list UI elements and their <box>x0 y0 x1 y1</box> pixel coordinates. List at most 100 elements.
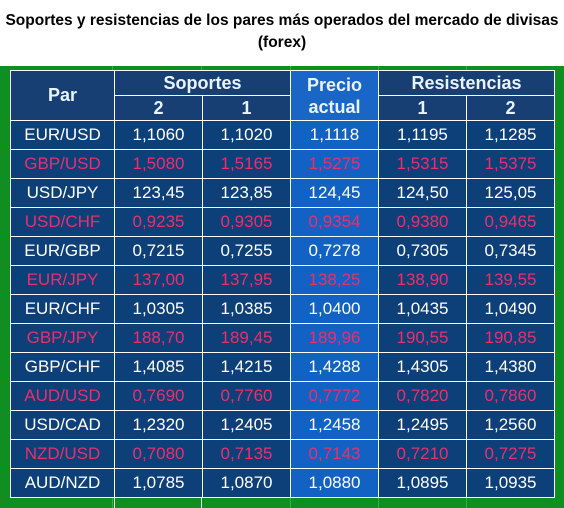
table-row: USD/JPY 123,45 123,85 124,45 124,50 125,… <box>10 178 556 208</box>
price-cell: 1,2458 <box>290 410 380 440</box>
resistencia-1-cell: 1,0895 <box>378 468 468 498</box>
table-row: USD/CHF 0,9235 0,9305 0,9354 0,9380 0,94… <box>10 207 556 237</box>
price-cell: 1,0880 <box>290 468 380 498</box>
soporte-2-cell: 1,1060 <box>114 120 203 150</box>
table-row: GBP/JPY 188,70 189,45 189,96 190,55 190,… <box>10 323 556 353</box>
soporte-2-cell: 123,45 <box>114 178 203 208</box>
pair-cell: USD/CAD <box>10 410 115 440</box>
resistencia-2-cell: 190,85 <box>466 323 556 353</box>
resistencia-2-cell: 139,55 <box>466 265 556 295</box>
resistencia-1-cell: 190,55 <box>378 323 468 353</box>
price-cell: 138,25 <box>290 265 380 295</box>
price-cell: 1,1118 <box>290 120 380 150</box>
table-row: NZD/USD 0,7080 0,7135 0,7143 0,7210 0,72… <box>10 439 556 469</box>
soporte-1-cell: 0,7255 <box>201 236 292 266</box>
header-par: Par <box>10 70 115 121</box>
soporte-1-cell: 0,7135 <box>201 439 292 469</box>
price-cell: 1,0400 <box>290 294 380 324</box>
pair-cell: USD/CHF <box>10 207 115 237</box>
header-resistencias: Resistencias <box>378 70 556 96</box>
header-soporte-2: 2 <box>114 95 203 121</box>
resistencia-2-cell: 125,05 <box>466 178 556 208</box>
forex-table: Par Soportes Precio actual Resistencias … <box>10 70 556 498</box>
price-cell: 0,7143 <box>290 439 380 469</box>
soporte-2-cell: 1,0785 <box>114 468 203 498</box>
price-cell: 0,9354 <box>290 207 380 237</box>
soporte-2-cell: 0,7215 <box>114 236 203 266</box>
resistencia-1-cell: 1,1195 <box>378 120 468 150</box>
price-cell: 0,7772 <box>290 381 380 411</box>
soporte-2-cell: 0,7690 <box>114 381 203 411</box>
pair-cell: GBP/USD <box>10 149 115 179</box>
price-cell: 189,96 <box>290 323 380 353</box>
price-cell: 1,5275 <box>290 149 380 179</box>
resistencia-1-cell: 1,4305 <box>378 352 468 382</box>
pair-cell: GBP/CHF <box>10 352 115 382</box>
soporte-1-cell: 189,45 <box>201 323 292 353</box>
resistencia-1-cell: 0,7210 <box>378 439 468 469</box>
resistencia-1-cell: 1,0435 <box>378 294 468 324</box>
table-row: GBP/USD 1,5080 1,5165 1,5275 1,5315 1,53… <box>10 149 556 179</box>
price-cell: 0,7278 <box>290 236 380 266</box>
pair-cell: EUR/GBP <box>10 236 115 266</box>
resistencia-2-cell: 0,7860 <box>466 381 556 411</box>
resistencia-2-cell: 1,0490 <box>466 294 556 324</box>
soporte-1-cell: 123,85 <box>201 178 292 208</box>
soporte-1-cell: 1,1020 <box>201 120 292 150</box>
resistencia-1-cell: 1,2495 <box>378 410 468 440</box>
soporte-2-cell: 0,7080 <box>114 439 203 469</box>
price-cell: 1,4288 <box>290 352 380 382</box>
table-row: AUD/USD 0,7690 0,7760 0,7772 0,7820 0,78… <box>10 381 556 411</box>
table-row: EUR/JPY 137,00 137,95 138,25 138,90 139,… <box>10 265 556 295</box>
page-title: Soportes y resistencias de los pares más… <box>5 12 559 51</box>
soporte-1-cell: 1,5165 <box>201 149 292 179</box>
soporte-1-cell: 1,4215 <box>201 352 292 382</box>
pair-cell: GBP/JPY <box>10 323 115 353</box>
header-resistencia-2: 2 <box>466 95 556 121</box>
resistencia-2-cell: 0,9465 <box>466 207 556 237</box>
header-resistencia-1: 1 <box>378 95 468 121</box>
table-row: EUR/CHF 1,0305 1,0385 1,0400 1,0435 1,04… <box>10 294 556 324</box>
resistencia-2-cell: 1,5375 <box>466 149 556 179</box>
header-soporte-1: 1 <box>201 95 292 121</box>
soporte-2-cell: 188,70 <box>114 323 203 353</box>
price-cell: 124,45 <box>290 178 380 208</box>
header-precio-actual: Precio actual <box>290 70 380 121</box>
resistencia-2-cell: 1,4380 <box>466 352 556 382</box>
soporte-1-cell: 1,0870 <box>201 468 292 498</box>
soporte-2-cell: 1,2320 <box>114 410 203 440</box>
resistencia-1-cell: 0,7820 <box>378 381 468 411</box>
resistencia-2-cell: 1,2560 <box>466 410 556 440</box>
resistencia-1-cell: 0,7305 <box>378 236 468 266</box>
pair-cell: EUR/CHF <box>10 294 115 324</box>
soporte-1-cell: 137,95 <box>201 265 292 295</box>
table-row: EUR/GBP 0,7215 0,7255 0,7278 0,7305 0,73… <box>10 236 556 266</box>
pair-cell: AUD/NZD <box>10 468 115 498</box>
soporte-2-cell: 1,4085 <box>114 352 203 382</box>
pair-cell: USD/JPY <box>10 178 115 208</box>
resistencia-1-cell: 1,5315 <box>378 149 468 179</box>
pair-cell: NZD/USD <box>10 439 115 469</box>
resistencia-1-cell: 138,90 <box>378 265 468 295</box>
header-soportes: Soportes <box>113 70 292 96</box>
soporte-1-cell: 1,2405 <box>201 410 292 440</box>
resistencia-2-cell: 1,1285 <box>466 120 556 150</box>
soporte-1-cell: 1,0385 <box>201 294 292 324</box>
header-precio-line1: Precio <box>307 74 363 95</box>
resistencia-2-cell: 0,7345 <box>466 236 556 266</box>
soporte-2-cell: 1,0305 <box>114 294 203 324</box>
resistencia-2-cell: 1,0935 <box>466 468 556 498</box>
table-row: GBP/CHF 1,4085 1,4215 1,4288 1,4305 1,43… <box>10 352 556 382</box>
resistencia-1-cell: 0,9380 <box>378 207 468 237</box>
table-row: USD/CAD 1,2320 1,2405 1,2458 1,2495 1,25… <box>10 410 556 440</box>
soporte-2-cell: 0,9235 <box>114 207 203 237</box>
header-precio-line2: actual <box>308 96 361 117</box>
selection-outline <box>114 497 202 508</box>
resistencia-1-cell: 124,50 <box>378 178 468 208</box>
soporte-2-cell: 137,00 <box>114 265 203 295</box>
pair-cell: EUR/USD <box>10 120 115 150</box>
table-row: AUD/NZD 1,0785 1,0870 1,0880 1,0895 1,09… <box>10 468 556 498</box>
soporte-1-cell: 0,9305 <box>201 207 292 237</box>
table-row: EUR/USD 1,1060 1,1020 1,1118 1,1195 1,12… <box>10 120 556 150</box>
pair-cell: EUR/JPY <box>10 265 115 295</box>
